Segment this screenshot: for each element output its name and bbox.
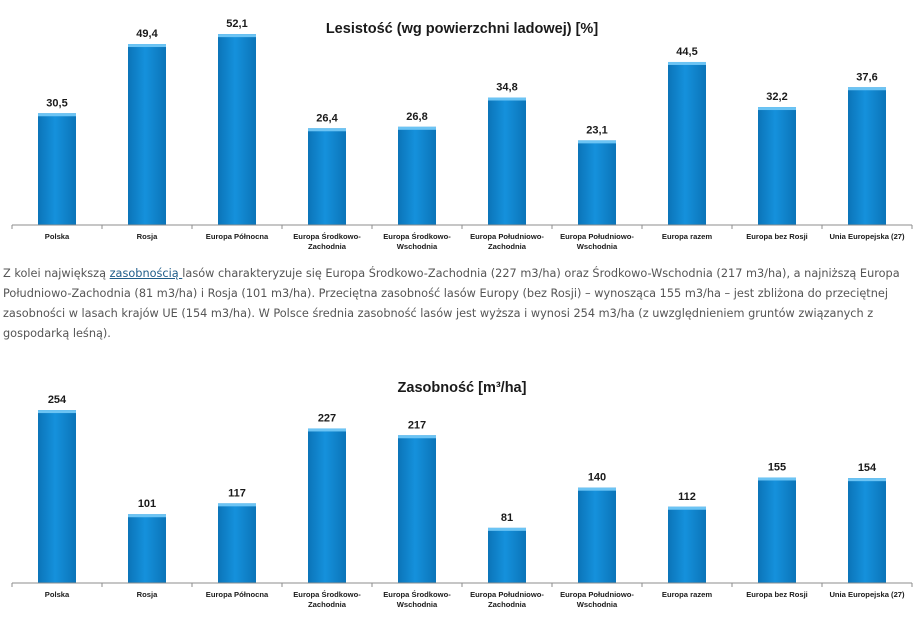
data-label: 52,1 — [226, 18, 247, 30]
bar-highlight — [758, 477, 796, 481]
data-label: 154 — [858, 462, 877, 474]
bar — [758, 107, 796, 225]
data-label: 34,8 — [496, 82, 517, 94]
paragraph-text: Z kolei największą — [3, 267, 110, 280]
x-tick-label: Unia Europejska (27) — [829, 590, 905, 599]
x-tick-label: Rosja — [137, 232, 158, 241]
data-label: 44,5 — [676, 46, 697, 58]
x-tick-label: Rosja — [137, 590, 158, 599]
bar-highlight — [848, 478, 886, 482]
bar — [218, 34, 256, 225]
x-tick-label: Europa Południowo-Wschodnia — [560, 590, 634, 609]
x-tick-label: Europa razem — [662, 590, 712, 599]
paragraph-line-2: Południowo-Zachodnia (81 m3/ha) i Rosja … — [3, 287, 888, 300]
forest-cover-chart: Lesistość (wg powierzchni ladowej) [%] 30… — [11, 18, 913, 250]
x-tick-label: Polska — [45, 590, 70, 599]
bar-highlight — [308, 128, 346, 132]
data-label: 81 — [501, 512, 513, 524]
x-tick-label: Europa Południowo-Zachodnia — [470, 590, 544, 609]
x-tick-label: Europa Środkowo-Zachodnia — [293, 232, 361, 250]
bar — [578, 487, 616, 583]
data-label: 217 — [408, 419, 426, 431]
bar-highlight — [398, 435, 436, 439]
bar — [578, 140, 616, 225]
bar — [398, 126, 436, 225]
data-label: 23,1 — [586, 124, 607, 136]
data-label: 26,8 — [406, 111, 427, 123]
bar — [848, 87, 886, 225]
chart-title: Lesistość (wg powierzchni ladowej) [%] — [326, 21, 598, 37]
x-tick-label: Europa Północna — [206, 590, 269, 599]
data-label: 30,5 — [46, 97, 67, 109]
bar — [848, 478, 886, 583]
data-label: 140 — [588, 472, 606, 484]
bar — [128, 44, 166, 225]
data-label: 49,4 — [136, 28, 158, 40]
x-tick-label: Europa Południowo-Wschodnia — [560, 232, 634, 250]
paragraph-text: lasów charakteryzuje się Europa Środkowo… — [182, 267, 900, 280]
bar — [758, 477, 796, 583]
chart-title: Zasobność [m³/ha] — [398, 380, 527, 396]
x-tick-label: Europa Środkowo-Wschodnia — [383, 590, 451, 609]
data-label: 117 — [228, 487, 246, 499]
bar-highlight — [488, 97, 526, 101]
bar-highlight — [398, 126, 436, 130]
bar-highlight — [218, 503, 256, 507]
bar — [308, 128, 346, 225]
bar-highlight — [578, 140, 616, 144]
timber-stock-chart: Zasobność [m³/ha] 254 Polska 101 Rosja 117 Eur… — [11, 380, 913, 609]
bar-highlight — [578, 487, 616, 491]
bar — [398, 435, 436, 583]
x-tick-label: Europa bez Rosji — [746, 232, 808, 241]
x-tick-label: Europa Środkowo-Zachodnia — [293, 590, 361, 609]
paragraph-line-4: gospodarką leśną). — [3, 327, 111, 340]
x-tick-label: Europa Północna — [206, 232, 269, 241]
bar — [668, 61, 706, 226]
bar — [38, 410, 76, 583]
bar — [488, 527, 526, 583]
bar — [308, 428, 346, 583]
data-label: 227 — [318, 412, 336, 424]
data-label: 112 — [678, 491, 696, 503]
x-tick-label: Polska — [45, 232, 70, 241]
bar-highlight — [218, 34, 256, 38]
bar-highlight — [758, 107, 796, 111]
bar-highlight — [308, 428, 346, 432]
data-label: 254 — [48, 394, 67, 406]
paragraph-line-3: zasobności w lasach krajów UE (154 m3/ha… — [3, 307, 874, 320]
bar-highlight — [38, 410, 76, 414]
bar-highlight — [488, 527, 526, 531]
bar — [488, 97, 526, 225]
x-tick-label: Europa Południowo-Zachodnia — [470, 232, 544, 250]
x-tick-label: Europa Środkowo-Wschodnia — [383, 232, 451, 250]
x-tick-label: Europa bez Rosji — [746, 590, 808, 599]
bar-highlight — [38, 113, 76, 117]
bar — [668, 506, 706, 583]
bar-highlight — [668, 506, 706, 510]
x-tick-label: Unia Europejska (27) — [829, 232, 905, 241]
bar-highlight — [128, 514, 166, 518]
bar-highlight — [128, 44, 166, 48]
x-tick-label: Europa razem — [662, 232, 712, 241]
bar-highlight — [848, 87, 886, 91]
data-label: 32,2 — [766, 91, 787, 103]
body-paragraph: Z kolei największą zasobnością lasów cha… — [3, 264, 924, 344]
bar — [218, 503, 256, 583]
data-label: 26,4 — [316, 112, 338, 124]
paragraph-line-1: Z kolei największą zasobnością lasów cha… — [3, 264, 924, 284]
data-label: 101 — [138, 498, 156, 510]
data-label: 155 — [768, 461, 786, 473]
bar — [38, 113, 76, 225]
zasobnosc-link[interactable]: zasobnością — [109, 267, 183, 280]
bar — [128, 514, 166, 583]
data-label: 37,6 — [856, 71, 877, 83]
bar-highlight — [668, 61, 706, 65]
